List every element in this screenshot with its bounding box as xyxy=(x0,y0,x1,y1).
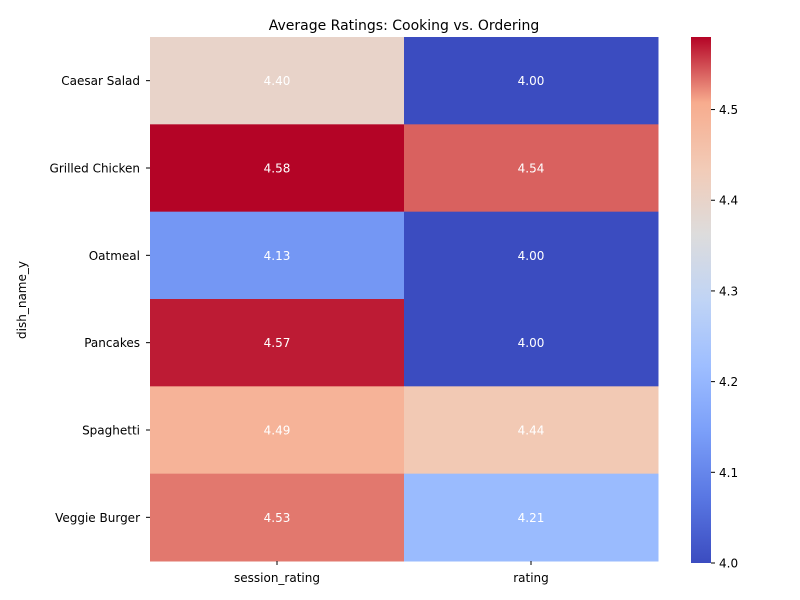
row-tick-label: Veggie Burger xyxy=(55,511,140,525)
cell-value-label: 4.13 xyxy=(264,249,291,263)
cell-value-label: 4.54 xyxy=(518,162,545,176)
colorbar-ticks: 4.0 4.1 4.2 4.3 4.4 4.5 xyxy=(711,103,738,571)
heatmap-cell xyxy=(150,124,405,213)
column-tick-label: rating xyxy=(513,571,549,585)
heatmap-cell xyxy=(404,299,659,387)
cell-value-label: 4.53 xyxy=(264,511,291,525)
cell-value-label: 4.21 xyxy=(518,511,545,525)
cell-value-label: 4.00 xyxy=(518,336,545,350)
cell-value-label: 4.44 xyxy=(518,424,545,438)
colorbar-tick-label: 4.0 xyxy=(719,557,738,571)
heatmap-cell xyxy=(150,299,405,387)
column-tick-labels: session_rating rating xyxy=(234,561,549,585)
row-tick-labels: Caesar Salad Grilled Chicken Oatmeal Pancak… xyxy=(50,74,150,525)
colorbar-tick-label: 4.1 xyxy=(719,466,738,480)
row-tick-label: Oatmeal xyxy=(89,249,140,263)
heatmap-cell xyxy=(150,37,405,125)
row-tick-label: Pancakes xyxy=(84,336,140,350)
heatmap-cell xyxy=(404,37,659,125)
colorbar-tick-label: 4.3 xyxy=(719,284,738,298)
chart-title: Average Ratings: Cooking vs. Ordering xyxy=(269,18,540,34)
cell-value-label: 4.49 xyxy=(264,424,291,438)
row-tick-label: Grilled Chicken xyxy=(50,162,140,176)
heatmap-cells: 4.40 4.00 4.58 4.54 4.13 4.00 4.57 4.00 4.49 4.44… xyxy=(150,37,659,562)
heatmap-cell xyxy=(150,211,405,300)
heatmap-cell xyxy=(404,124,659,213)
heatmap-cell xyxy=(404,211,659,300)
colorbar-tick-label: 4.5 xyxy=(719,103,738,117)
heatmap-cell xyxy=(404,473,659,562)
heatmap-cell xyxy=(150,473,405,562)
cell-value-label: 4.00 xyxy=(518,74,545,88)
cell-value-label: 4.57 xyxy=(264,336,291,350)
row-tick-label: Spaghetti xyxy=(82,424,140,438)
colorbar-tick-label: 4.4 xyxy=(719,194,738,208)
colorbar-tick-label: 4.2 xyxy=(719,375,738,389)
colorbar xyxy=(691,37,711,563)
column-tick-label: session_rating xyxy=(234,571,320,585)
y-axis-label: dish_name_y xyxy=(15,261,29,339)
cell-value-label: 4.40 xyxy=(264,74,291,88)
heatmap-cell xyxy=(150,386,405,475)
heatmap-cell xyxy=(404,386,659,475)
row-tick-label: Caesar Salad xyxy=(61,74,140,88)
cell-value-label: 4.58 xyxy=(264,162,291,176)
cell-value-label: 4.00 xyxy=(518,249,545,263)
